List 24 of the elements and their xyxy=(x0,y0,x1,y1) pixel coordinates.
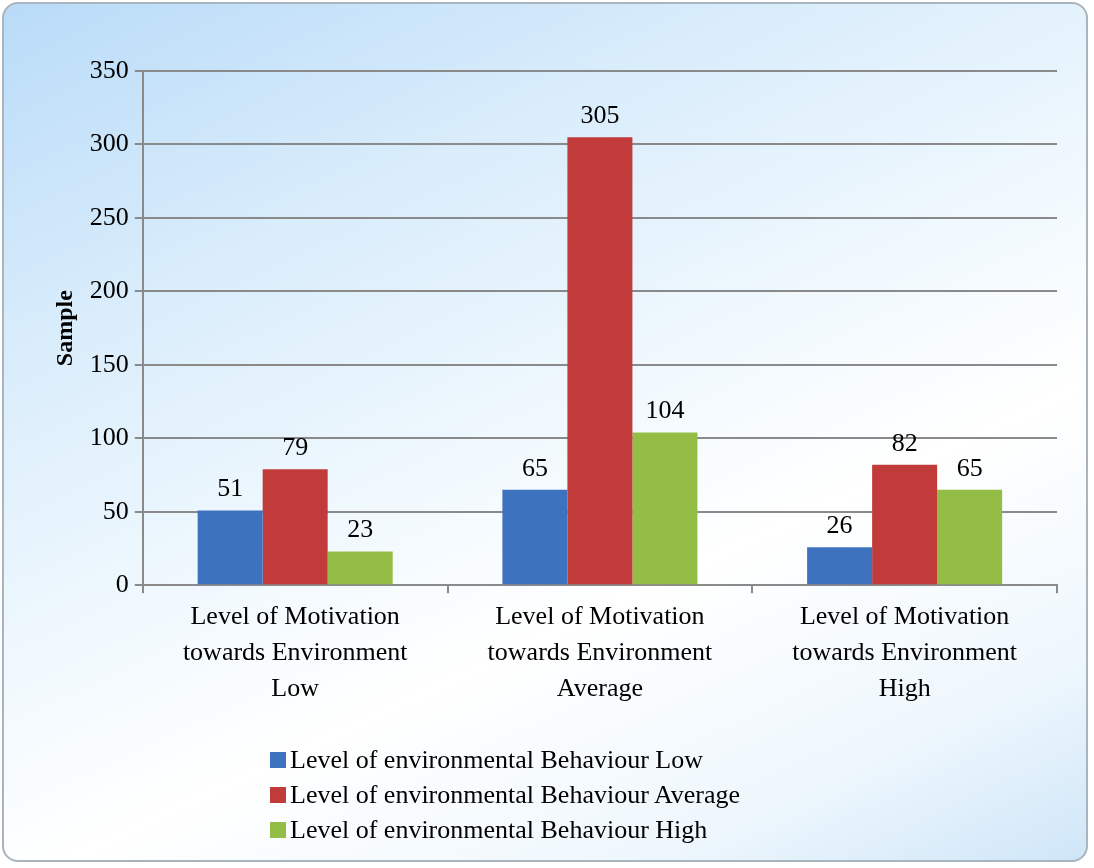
data-label: 305 xyxy=(580,99,620,129)
y-tick-label: 300 xyxy=(89,128,129,158)
data-label: 26 xyxy=(826,509,853,539)
y-tick-label: 200 xyxy=(89,275,129,305)
y-tick-label: 350 xyxy=(89,54,129,84)
legend-label: Level of environmental Behaviour Low xyxy=(290,744,703,776)
x-tick-label: Level of Motivation towards Environment Low xyxy=(182,601,409,702)
x-tick-label: Level of Motivation towards Environment High xyxy=(792,601,1018,702)
legend-label: Level of environmental Behaviour High xyxy=(290,814,708,846)
data-label: 104 xyxy=(645,395,685,425)
data-label: 82 xyxy=(891,427,918,457)
y-axis-title: Sample xyxy=(50,289,77,367)
legend-label: Level of environmental Behaviour Average xyxy=(290,779,741,811)
y-tick-label: 150 xyxy=(89,348,129,378)
data-label: 51 xyxy=(217,473,244,503)
y-tick-label: 100 xyxy=(89,422,129,452)
data-label: 65 xyxy=(521,452,548,482)
y-tick-label: 0 xyxy=(115,569,129,599)
data-label: 65 xyxy=(956,452,983,482)
data-label: 79 xyxy=(282,432,309,462)
y-tick-label: 50 xyxy=(102,495,129,525)
data-label: 23 xyxy=(347,514,374,544)
y-tick-label: 250 xyxy=(89,201,129,231)
x-tick-label: Level of Motivation towards Environment Average xyxy=(487,601,713,702)
